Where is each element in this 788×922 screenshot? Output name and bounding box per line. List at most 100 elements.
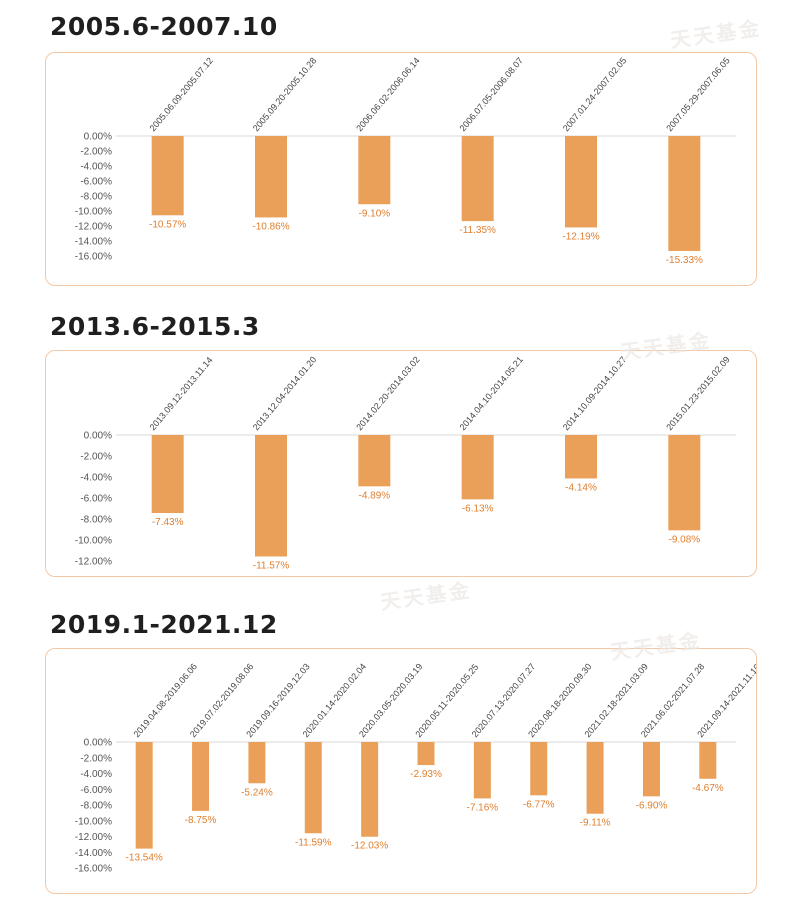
y-tick-label: -8.00% xyxy=(80,515,112,526)
category-label: 2006.06.02-2006.06.14 xyxy=(354,56,421,134)
bar xyxy=(361,742,379,837)
category-label: 2021.06.02-2021.07.28 xyxy=(639,662,706,740)
category-label: 2014.02.20-2014.03.02 xyxy=(354,355,421,433)
y-tick-label: -6.00% xyxy=(80,494,112,505)
category-label: 2020.08.18-2020.09.30 xyxy=(526,662,594,740)
y-tick-label: -2.00% xyxy=(80,147,112,158)
chart-panel-3: 0.00% -2.00% -4.00% -6.00% -8.00% -10.00% -12.… xyxy=(45,648,757,894)
bar xyxy=(135,742,153,849)
bar-value-label: -4.89% xyxy=(358,490,390,501)
bar xyxy=(668,136,701,251)
y-tick-label: -14.00% xyxy=(75,237,112,248)
bar xyxy=(151,435,184,514)
y-tick-label: -10.00% xyxy=(75,207,112,218)
bar-value-label: -2.93% xyxy=(410,769,442,780)
bar xyxy=(192,742,210,811)
bar xyxy=(358,435,391,487)
bar xyxy=(255,435,287,557)
bar xyxy=(530,742,548,796)
y-tick-label: -4.00% xyxy=(80,473,112,484)
category-label: 2019.07.02-2019.08.06 xyxy=(188,662,255,740)
bar xyxy=(358,136,391,205)
chart-title-2: 2013.6-2015.3 xyxy=(50,312,260,341)
bar xyxy=(304,742,322,834)
y-tick-label: -2.00% xyxy=(80,753,112,764)
category-label: 2020.05.11-2020.05.25 xyxy=(413,662,480,739)
category-label: 2005.09.20-2005.10.28 xyxy=(251,56,318,134)
category-label: 2019.04.08-2019.06.06 xyxy=(132,662,199,740)
y-tick-label: -14.00% xyxy=(75,848,112,859)
chart-title-3: 2019.1-2021.12 xyxy=(50,610,278,639)
y-tick-label: -10.00% xyxy=(75,816,112,827)
bar xyxy=(417,742,435,766)
category-label: 2005.06.09-2005.07.12 xyxy=(148,56,215,134)
bar-value-label: -11.35% xyxy=(459,225,496,236)
bar-chart-3: 0.00% -2.00% -4.00% -6.00% -8.00% -10.00% -12.… xyxy=(75,662,756,875)
y-tick-label: -16.00% xyxy=(75,252,112,263)
bar-value-label: -11.57% xyxy=(253,560,290,571)
y-tick-label: 0.00% xyxy=(84,132,112,143)
bar-value-label: -9.08% xyxy=(668,534,700,545)
bar-value-label: -4.14% xyxy=(565,482,597,493)
bar-value-label: -9.10% xyxy=(358,208,390,219)
watermark: 天天基金 xyxy=(668,15,764,53)
y-tick-label: -8.00% xyxy=(80,192,112,203)
bar xyxy=(461,435,494,500)
bar xyxy=(699,742,717,779)
bar-value-label: -6.77% xyxy=(523,799,555,810)
y-tick-label: -16.00% xyxy=(75,864,112,875)
bar xyxy=(255,136,287,218)
bar xyxy=(248,742,266,784)
y-tick-label: -4.00% xyxy=(80,162,112,173)
bar-chart-2: 0.00% -2.00% -4.00% -6.00% -8.00% -10.00% -12.… xyxy=(75,355,736,571)
bar-value-label: -5.24% xyxy=(241,787,273,798)
category-label: 2015.01.23-2015.02.09 xyxy=(664,355,731,433)
y-tick-label: -6.00% xyxy=(80,785,112,796)
y-tick-label: -12.00% xyxy=(75,832,112,843)
bar-value-label: -8.75% xyxy=(185,815,217,826)
bar xyxy=(668,435,701,531)
y-tick-label: -4.00% xyxy=(80,769,112,780)
bar-value-label: -4.67% xyxy=(692,783,724,794)
category-label: 2013.12.04-2014.01.20 xyxy=(251,355,318,433)
bar xyxy=(565,435,597,479)
category-label: 2021.02.18-2021.03.09 xyxy=(582,662,649,740)
bar-value-label: -10.86% xyxy=(252,221,289,232)
bar-value-label: -15.33% xyxy=(666,255,703,266)
bar xyxy=(473,742,491,799)
bar-value-label: -10.57% xyxy=(149,219,186,230)
chart-title-1: 2005.6-2007.10 xyxy=(50,12,278,41)
chart-panel-1: 0.00% -2.00% -4.00% -6.00% -8.00% -10.00% -12.… xyxy=(45,52,757,286)
category-label: 2014.04.10-2014.05.21 xyxy=(458,355,525,433)
bar xyxy=(151,136,184,216)
y-tick-label: -12.00% xyxy=(75,557,112,568)
bar-value-label: -12.19% xyxy=(562,231,599,242)
bar-value-label: -12.03% xyxy=(351,841,388,852)
category-label: 2007.01.24-2007.02.05 xyxy=(561,56,628,134)
category-label: 2013.09.12-2013.11.14 xyxy=(148,355,215,432)
category-label: 2020.01.14-2020.02.04 xyxy=(301,662,368,740)
category-label: 2021.09.14-2021.11.10 xyxy=(695,662,756,739)
chart-panel-2: 0.00% -2.00% -4.00% -6.00% -8.00% -10.00% -12.… xyxy=(45,350,757,577)
category-label: 2006.07.05-2006.08.07 xyxy=(458,56,525,134)
bar-value-label: -7.43% xyxy=(152,517,184,528)
category-label: 2019.09.16-2019.12.03 xyxy=(244,662,311,740)
y-tick-label: -6.00% xyxy=(80,177,112,188)
y-tick-label: -2.00% xyxy=(80,452,112,463)
y-tick-label: -8.00% xyxy=(80,801,112,812)
category-label: 2020.03.05-2020.03.19 xyxy=(357,662,424,740)
y-tick-label: 0.00% xyxy=(84,738,112,749)
bar-value-label: -9.11% xyxy=(580,818,611,829)
y-tick-label: -12.00% xyxy=(75,222,112,233)
bar-value-label: -6.13% xyxy=(462,503,494,514)
y-tick-label: 0.00% xyxy=(84,431,112,442)
watermark: 天天基金 xyxy=(378,577,474,615)
bar-value-label: -13.54% xyxy=(126,853,163,864)
category-label: 2014.10.09-2014.10.27 xyxy=(561,355,628,433)
bar-value-label: -11.59% xyxy=(295,837,332,848)
bar-value-label: -7.16% xyxy=(467,802,499,813)
bar-chart-1: 0.00% -2.00% -4.00% -6.00% -8.00% -10.00% -12.… xyxy=(75,56,736,266)
category-label: 2007.05.29-2007.06.05 xyxy=(664,56,731,134)
bar xyxy=(565,136,597,228)
bar xyxy=(586,742,604,814)
